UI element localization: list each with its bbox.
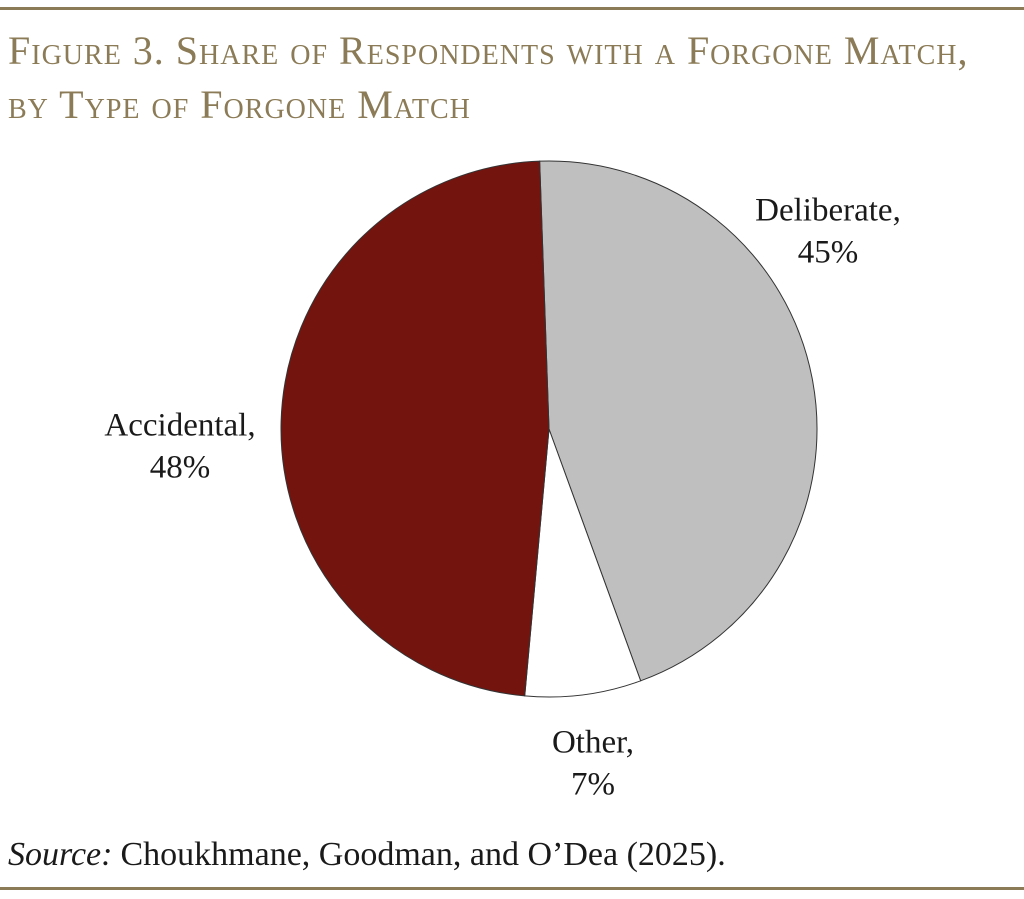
slice-label: Accidental, bbox=[104, 408, 255, 444]
value-label: 7% bbox=[571, 767, 615, 803]
top-rule bbox=[0, 7, 1024, 10]
pie-slice bbox=[280, 160, 550, 697]
slice-label: Other, bbox=[552, 725, 634, 761]
chart: Deliberate, 45% Other, 7% Accidental, 48% bbox=[104, 160, 901, 803]
source-text: Choukhmane, Goodman, and O’Dea (2025). bbox=[120, 836, 726, 873]
bottom-rule bbox=[0, 887, 1024, 890]
value-label: 45% bbox=[798, 235, 859, 271]
chart-title: Figure 3. Share of Respondents with a Fo… bbox=[8, 28, 969, 127]
pie-slice bbox=[524, 428, 642, 698]
value-label: 48% bbox=[150, 450, 211, 486]
source: Source: Choukhmane, Goodman, and O’Dea (2… bbox=[8, 836, 726, 874]
source-label: Source: bbox=[8, 836, 113, 873]
pie-slice bbox=[539, 160, 818, 682]
slice-label: Deliberate, bbox=[755, 193, 901, 229]
